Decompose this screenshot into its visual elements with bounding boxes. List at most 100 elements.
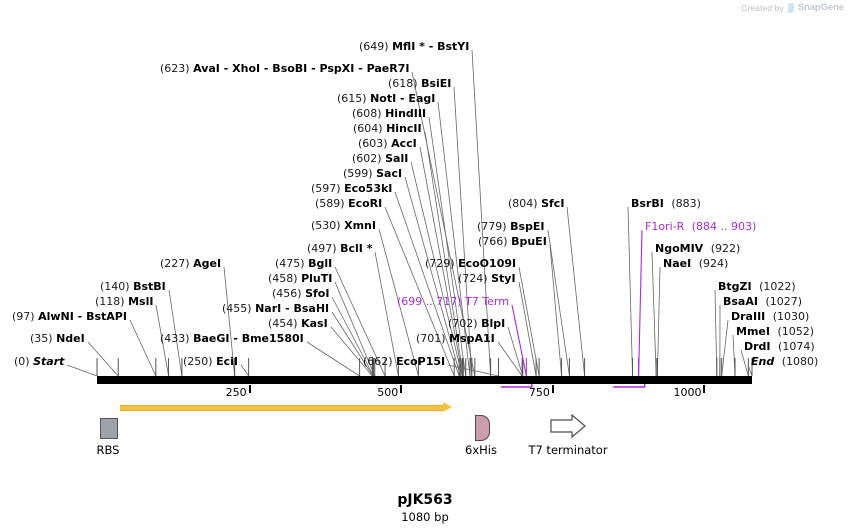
his-tag-glyph[interactable]: [475, 415, 490, 441]
site-position: (1030): [772, 310, 810, 323]
site-position: (589): [315, 197, 345, 210]
site-position: (530): [311, 219, 341, 232]
site-label-baegi[interactable]: (433) BaeGI - Bme1580I: [160, 333, 304, 345]
site-label-ngomiv[interactable]: NgoMIV (922): [655, 243, 740, 255]
site-label-ecoo109i[interactable]: (729) EcoO109I: [425, 258, 516, 270]
site-label-mspa1i[interactable]: (701) MspA1I: [416, 333, 495, 345]
site-label-eco53ki[interactable]: (597) Eco53kI: [311, 183, 392, 195]
leader-line-naei: [656, 266, 661, 377]
site-label-nari[interactable]: (455) NarI - BsaHI: [222, 303, 329, 315]
ruler-axis-line: [97, 376, 752, 378]
site-position: (454): [268, 317, 298, 330]
site-label-bpuei[interactable]: (766) BpuEI: [478, 236, 547, 248]
site-position: (779): [477, 220, 507, 233]
legend-label-rbs: RBS: [96, 443, 120, 457]
site-label-ecop15i[interactable]: (662) EcoP15I: [363, 356, 445, 368]
site-name: AvaI - XhoI - BsoBI - PspXI - PaeR7I: [193, 62, 410, 75]
site-position: (35): [30, 332, 53, 345]
terminator-arrow-glyph[interactable]: [550, 413, 586, 439]
site-label-acci[interactable]: (603) AccI: [358, 138, 417, 150]
site-position: (602): [352, 152, 382, 165]
site-name: SfoI: [305, 287, 330, 300]
site-label-mfli[interactable]: (649) MflI * - BstYI: [359, 41, 469, 53]
site-name: T7 Term: [465, 295, 509, 308]
leader-line-styi: [518, 281, 537, 377]
site-label-pluti[interactable]: (458) PluTI: [268, 273, 332, 285]
site-label-ecori[interactable]: (589) EcoRI: [315, 198, 382, 210]
site-position: (883): [671, 197, 701, 210]
site-position: (1052): [777, 325, 815, 338]
site-position: (140): [100, 280, 130, 293]
site-label-sfci[interactable]: (804) SfcI: [508, 198, 564, 210]
site-label-btgzi[interactable]: BtgZI (1022): [718, 281, 796, 293]
leader-line-f1ori: [638, 229, 643, 377]
site-label-f1ori[interactable]: F1ori-R (884 .. 903): [645, 221, 756, 233]
site-label-draiii[interactable]: DraIII (1030): [731, 311, 809, 323]
site-position: (699 .. 717): [397, 295, 462, 308]
site-label-bsiei[interactable]: (618) BsiEI: [388, 78, 451, 90]
site-name: AlwNI - BstAPI: [38, 310, 127, 323]
site-position: (804): [508, 197, 538, 210]
site-name: BglI: [308, 257, 333, 270]
site-label-bgli[interactable]: (475) BglI: [275, 258, 332, 270]
site-label-sali[interactable]: (602) SalI: [352, 153, 408, 165]
site-label-msli[interactable]: (118) MslI: [95, 296, 153, 308]
ruler-tick-mark: [703, 385, 706, 393]
site-name: Start: [33, 355, 65, 368]
site-label-bcli[interactable]: (497) BclI *: [307, 243, 372, 255]
site-label-start[interactable]: (0) Start: [14, 356, 64, 368]
site-label-bspei[interactable]: (779) BspEI: [477, 221, 545, 233]
site-name: F1ori-R: [645, 220, 685, 233]
site-name: BtgZI: [718, 280, 752, 293]
leader-line-ecop15i: [447, 364, 499, 377]
ruler-tick-label: 250: [225, 386, 247, 399]
ruler-tick-mark: [248, 385, 251, 393]
leader-line-bsrbi: [627, 206, 633, 377]
site-position: (702): [448, 317, 478, 330]
site-name: End: [751, 355, 775, 368]
site-label-saci[interactable]: (599) SacI: [343, 168, 402, 180]
site-name: SalI: [385, 152, 409, 165]
site-label-ndei[interactable]: (35) NdeI: [30, 333, 85, 345]
site-label-avai[interactable]: (623) AvaI - XhoI - BsoBI - PspXI - PaeR…: [160, 63, 409, 75]
site-label-agei[interactable]: (227) AgeI: [160, 258, 221, 270]
leader-line-btgzi: [714, 289, 718, 377]
leader-line-t7term: [511, 304, 527, 377]
site-position: (1080): [781, 355, 819, 368]
site-label-t7term[interactable]: (699 .. 717) T7 Term: [397, 296, 509, 308]
orf-arrow[interactable]: [120, 402, 452, 412]
site-label-hindiii[interactable]: (608) HindIII: [352, 108, 426, 120]
site-label-mmei[interactable]: MmeI (1052): [736, 326, 814, 338]
site-label-ecii[interactable]: (250) EciI: [183, 356, 238, 368]
ruler-tick-label: 500: [377, 386, 399, 399]
site-label-naei[interactable]: NaeI (924): [663, 258, 728, 270]
ruler-tick-mark: [551, 385, 554, 393]
site-position: (608): [352, 107, 382, 120]
site-label-end[interactable]: End (1080): [751, 356, 818, 368]
site-label-styi[interactable]: (724) StyI: [458, 273, 516, 285]
site-name: NgoMIV: [655, 242, 704, 255]
site-position: (922): [710, 242, 741, 255]
site-label-alwni[interactable]: (97) AlwNI - BstAPI: [12, 311, 127, 323]
site-label-kasi[interactable]: (454) KasI: [268, 318, 328, 330]
site-label-hincii[interactable]: (604) HincII: [353, 123, 422, 135]
site-name: KasI: [301, 317, 328, 330]
site-position: (597): [311, 182, 341, 195]
site-label-noti[interactable]: (615) NotI - EagI: [337, 93, 435, 105]
site-label-sfoi[interactable]: (456) SfoI: [272, 288, 329, 300]
site-position: (97): [12, 310, 35, 323]
site-position: (924): [698, 257, 729, 270]
site-label-drdi[interactable]: DrdI (1074): [744, 341, 815, 353]
site-label-bsrbi[interactable]: BsrBI (883): [631, 198, 701, 210]
site-position: (475): [275, 257, 305, 270]
site-name: MspA1I: [449, 332, 495, 345]
snapgene-logo-icon: [787, 2, 795, 13]
site-label-bsaai[interactable]: BsaAI (1027): [723, 296, 802, 308]
site-position: (623): [160, 62, 190, 75]
site-label-blpi[interactable]: (702) BlpI: [448, 318, 505, 330]
site-label-bstbi[interactable]: (140) BstBI: [100, 281, 166, 293]
site-name: BsiEI: [421, 77, 452, 90]
site-label-xmni[interactable]: (530) XmnI: [311, 220, 376, 232]
rbs-box-glyph[interactable]: [100, 418, 118, 439]
site-position: (649): [359, 40, 389, 53]
